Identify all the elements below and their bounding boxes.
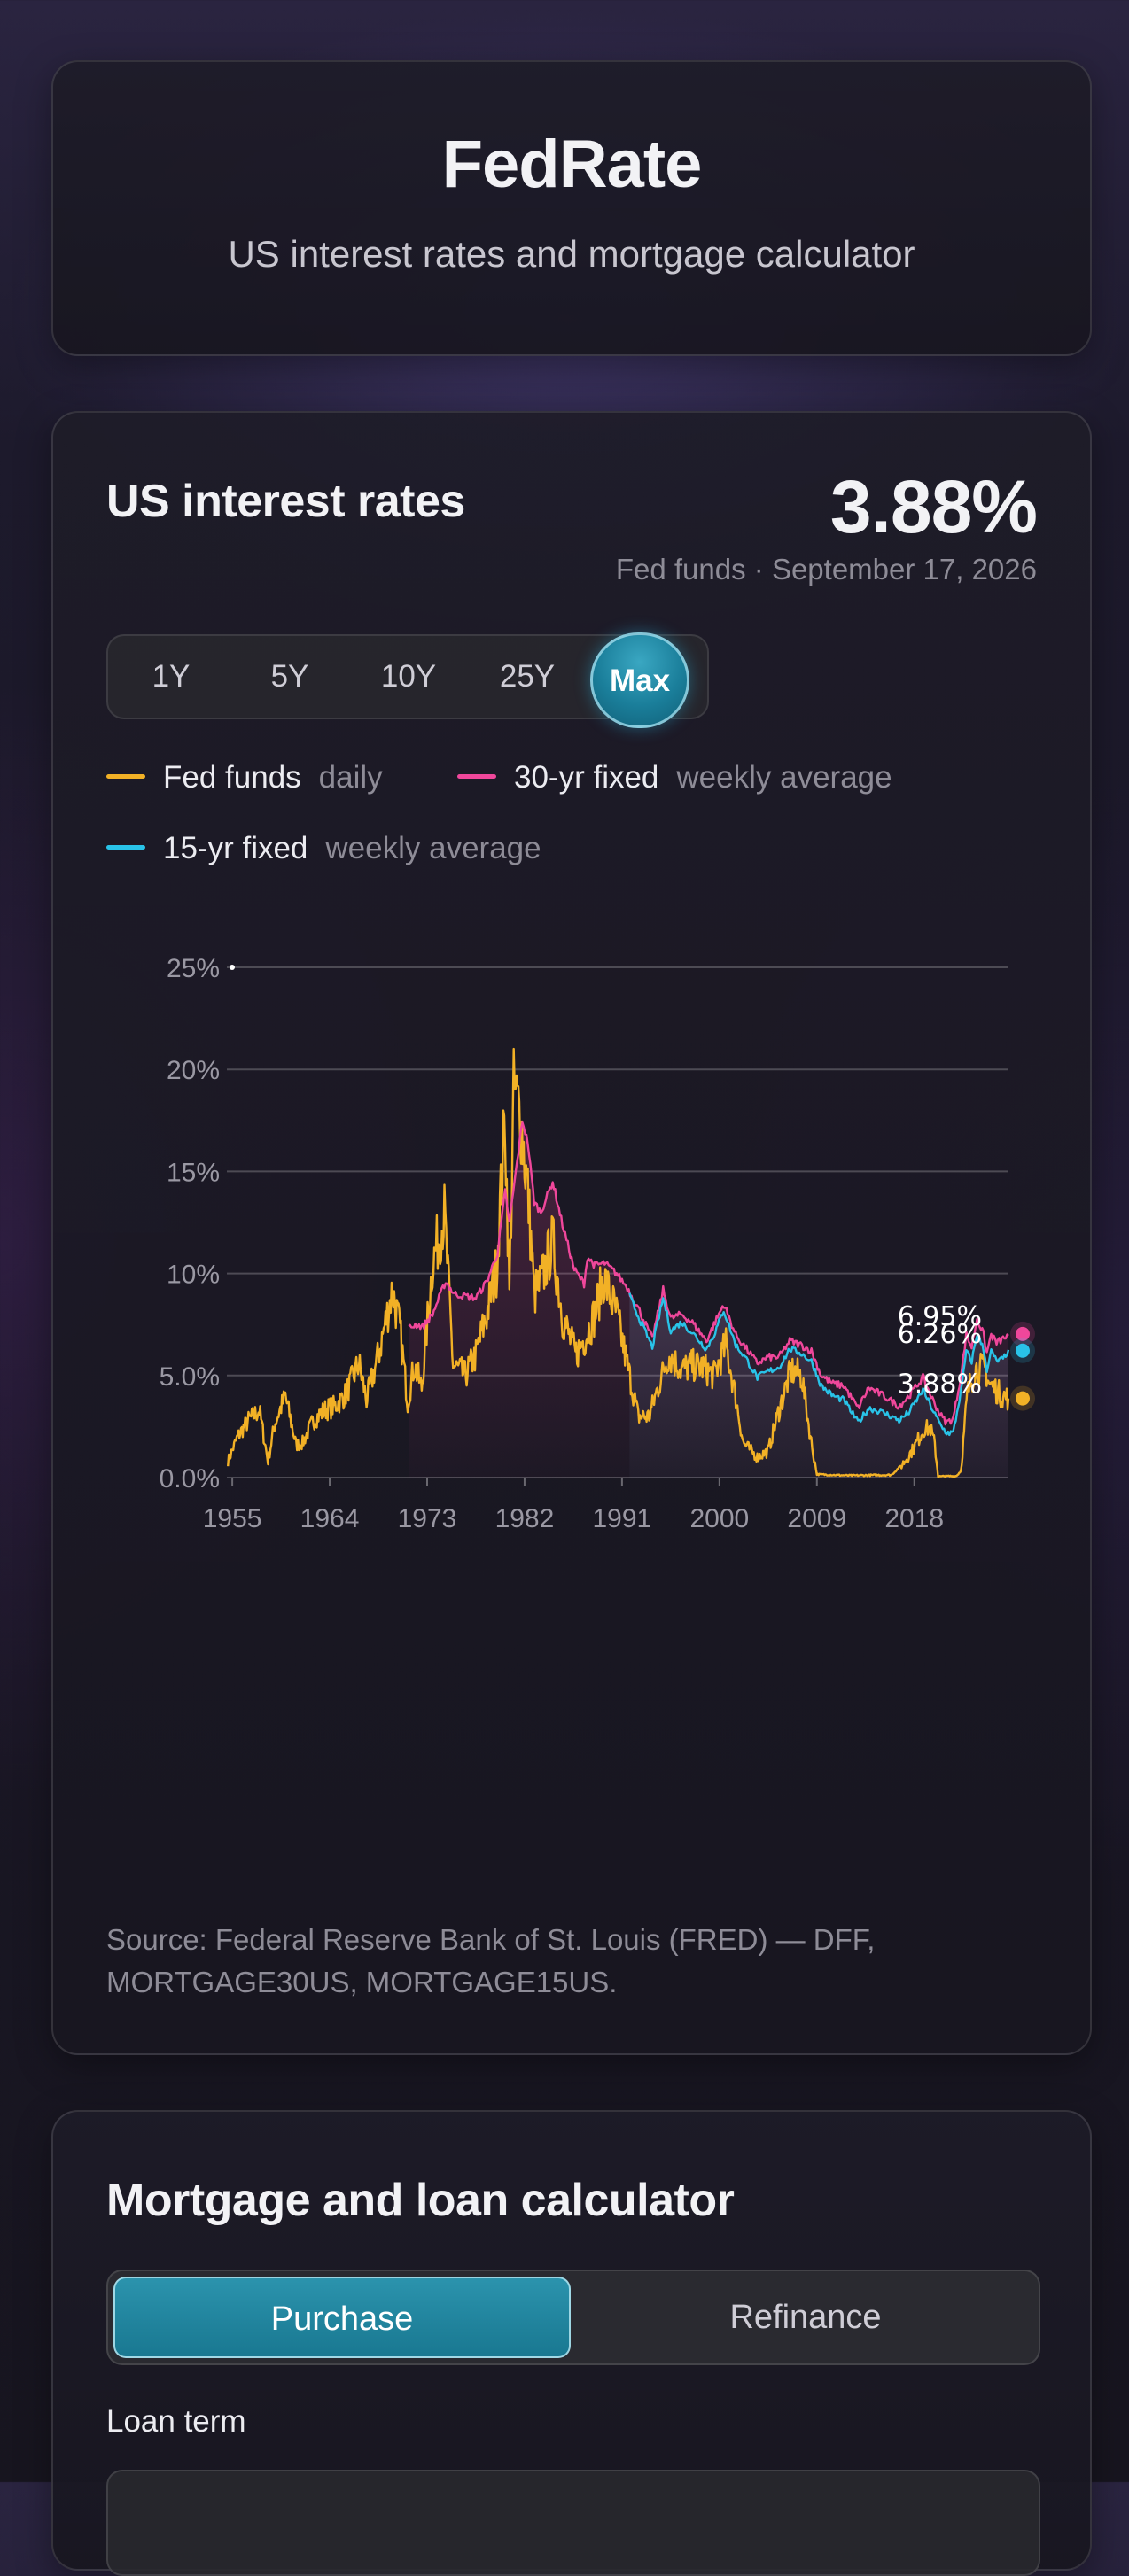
calculator-heading: Mortgage and loan calculator	[106, 2175, 735, 2226]
legend-30yr[interactable]: 30-yr fixed weekly average	[457, 760, 892, 795]
headline-rate: 3.88%	[829, 465, 1038, 548]
headline-caption: Fed funds · September 17, 2026	[615, 553, 1037, 586]
x-tick-label: 1955	[203, 1504, 262, 1533]
x-tick-label: 1982	[495, 1504, 555, 1533]
range-25y[interactable]: 25Y	[499, 659, 556, 694]
loan-term-label: Loan term	[106, 2404, 246, 2439]
legend-name: 30-yr fixed	[514, 760, 659, 795]
mode-selector: Purchase Refinance	[106, 2270, 1040, 2365]
y-tick-label: 25%	[167, 954, 220, 983]
mode-refinance[interactable]: Refinance	[729, 2299, 882, 2336]
legend-swatch-30yr	[457, 774, 496, 780]
x-tick-label: 2018	[884, 1504, 944, 1533]
legend-frequency: weekly average	[325, 831, 541, 865]
end-dot	[1016, 1343, 1030, 1358]
series-line-fed-funds	[227, 1047, 1010, 1478]
series-line-30yr	[408, 1121, 1009, 1426]
end-value-label: 6.95%	[898, 1301, 982, 1332]
rates-heading: US interest rates	[106, 476, 465, 527]
y-tick-label: 20%	[167, 1056, 220, 1085]
x-tick-label: 2009	[787, 1504, 846, 1533]
app-subtitle: US interest rates and mortgage calculato…	[228, 233, 915, 275]
range-5y[interactable]: 5Y	[270, 659, 309, 694]
end-value-label: 6.26%	[898, 1319, 982, 1350]
series-line-15yr	[628, 1292, 1010, 1437]
calculator-card: Mortgage and loan calculator Purchase Re…	[51, 2110, 1092, 2576]
legend-name: 15-yr fixed	[163, 831, 308, 865]
legend-frequency: weekly average	[676, 760, 892, 795]
legend-fed-funds[interactable]: Fed funds daily	[106, 760, 383, 795]
header-card: FedRate US interest rates and mortgage c…	[51, 60, 1092, 356]
x-tick-label: 1964	[300, 1504, 360, 1533]
x-tick-label: 1973	[398, 1504, 457, 1533]
legend-15yr[interactable]: 15-yr fixed weekly average	[106, 831, 541, 866]
end-dot	[1016, 1391, 1030, 1406]
range-10y[interactable]: 10Y	[380, 659, 437, 694]
y-tick-label: 5.0%	[160, 1362, 220, 1392]
legend-swatch-fed-funds	[106, 774, 145, 780]
data-source-note: Source: Federal Reserve Bank of St. Loui…	[106, 1923, 876, 1998]
end-value-label: 3.88%	[898, 1369, 982, 1401]
loan-term-field[interactable]	[106, 2470, 1040, 2576]
x-tick-label: 2000	[689, 1504, 749, 1533]
x-tick-label: 1991	[593, 1504, 652, 1533]
range-max[interactable]: Max	[590, 632, 689, 728]
range-1y[interactable]: 1Y	[152, 659, 191, 694]
y-axis-top-dot	[230, 965, 235, 970]
legend-name: Fed funds	[163, 760, 301, 795]
y-tick-label: 15%	[167, 1158, 220, 1187]
y-tick-label: 10%	[167, 1261, 220, 1290]
y-tick-label: 0.0%	[160, 1464, 220, 1494]
interest-rates-card: US interest rates 3.88% Fed funds · Sept…	[51, 411, 1092, 2055]
end-dot	[1016, 1326, 1030, 1341]
mode-purchase[interactable]: Purchase	[113, 2277, 571, 2358]
legend-frequency: daily	[318, 760, 383, 795]
app-title: FedRate	[441, 127, 703, 202]
range-selector: 1Y 5Y 10Y 25Y Max	[106, 632, 709, 728]
legend-swatch-15yr	[106, 845, 145, 850]
rates-chart[interactable]: 0.0% 5.0% 10% 15% 20% 25% 1955 1964 1973 1982 1991…	[53, 935, 1090, 1866]
